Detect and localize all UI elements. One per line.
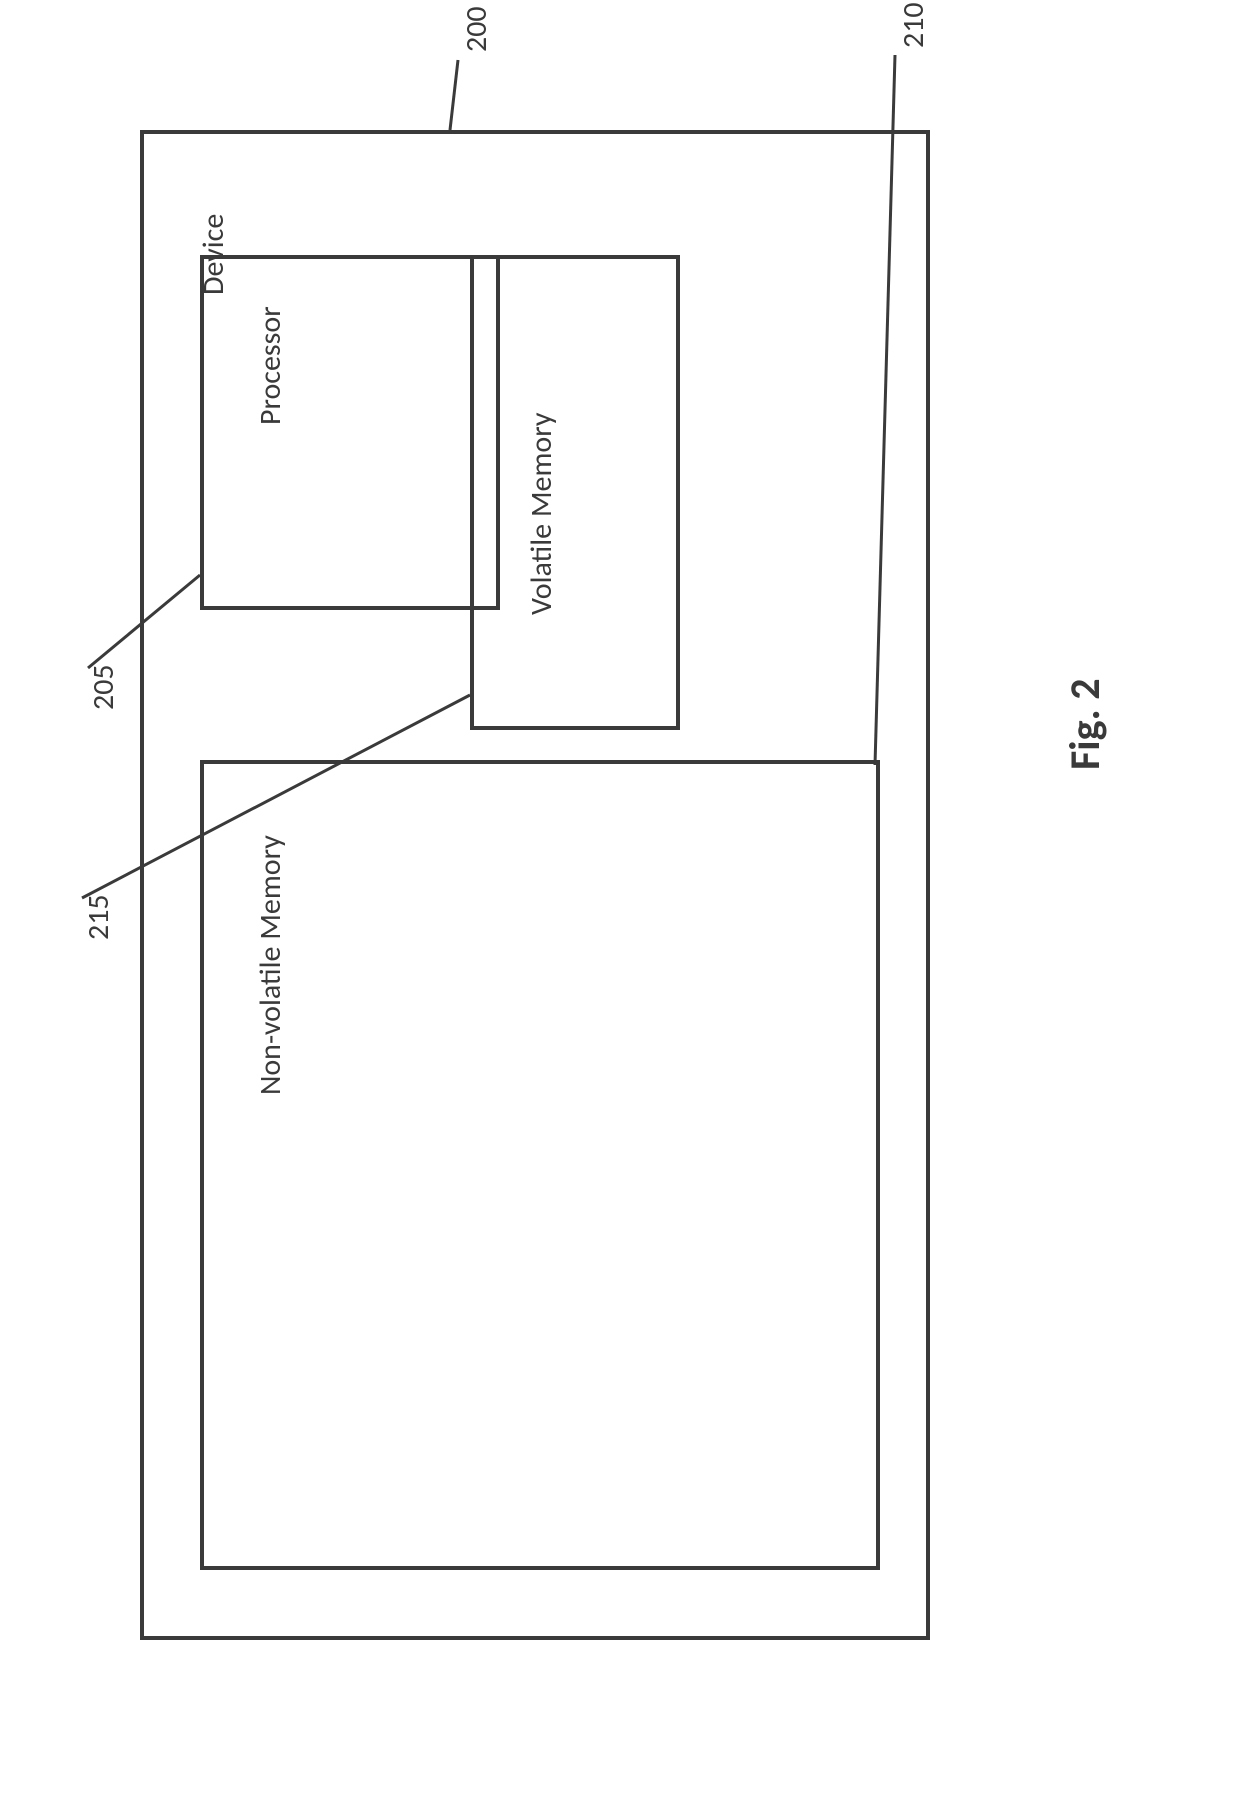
nonvolatile-memory-label: Non-volatile Memory bbox=[252, 835, 289, 1095]
processor-label: Processor bbox=[252, 306, 289, 425]
ref-210: 210 bbox=[895, 2, 932, 48]
volatile-memory-box bbox=[470, 255, 680, 730]
ref-205: 205 bbox=[85, 664, 122, 710]
nonvolatile-memory-box bbox=[200, 760, 880, 1570]
leader-200 bbox=[450, 60, 458, 130]
ref-215: 215 bbox=[80, 894, 117, 940]
processor-box bbox=[200, 255, 500, 610]
ref-200: 200 bbox=[458, 6, 495, 52]
figure-caption: Fig. 2 bbox=[1060, 678, 1111, 770]
volatile-memory-label: Volatile Memory bbox=[523, 413, 560, 615]
figure-stage: Device Processor Non-volatile Memory Vol… bbox=[0, 0, 1240, 1804]
